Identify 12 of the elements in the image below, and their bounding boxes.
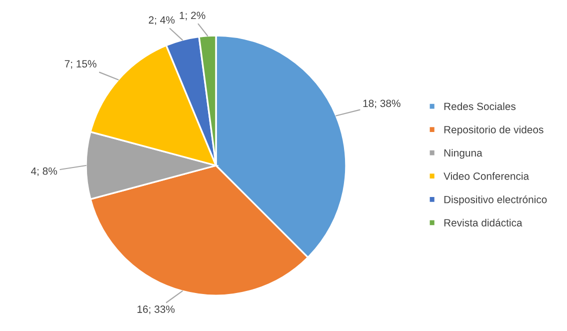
- data-label: 1; 2%: [180, 12, 206, 20]
- legend-label: Dispositivo electrónico: [444, 195, 547, 206]
- data-label: 4; 8%: [31, 167, 58, 176]
- data-label: 16; 33%: [138, 306, 175, 314]
- legend-label: Ninguna: [444, 148, 482, 159]
- legend-label: Redes Sociales: [444, 102, 516, 110]
- data-label: 18; 38%: [363, 100, 400, 108]
- legend-label: Video Conferencia: [444, 172, 530, 180]
- legend-label: Revista didáctica: [444, 218, 522, 226]
- legend-label: Repositorio de videos: [444, 126, 544, 136]
- data-label: 7; 15%: [64, 60, 96, 69]
- data-label: 2; 4%: [148, 16, 175, 25]
